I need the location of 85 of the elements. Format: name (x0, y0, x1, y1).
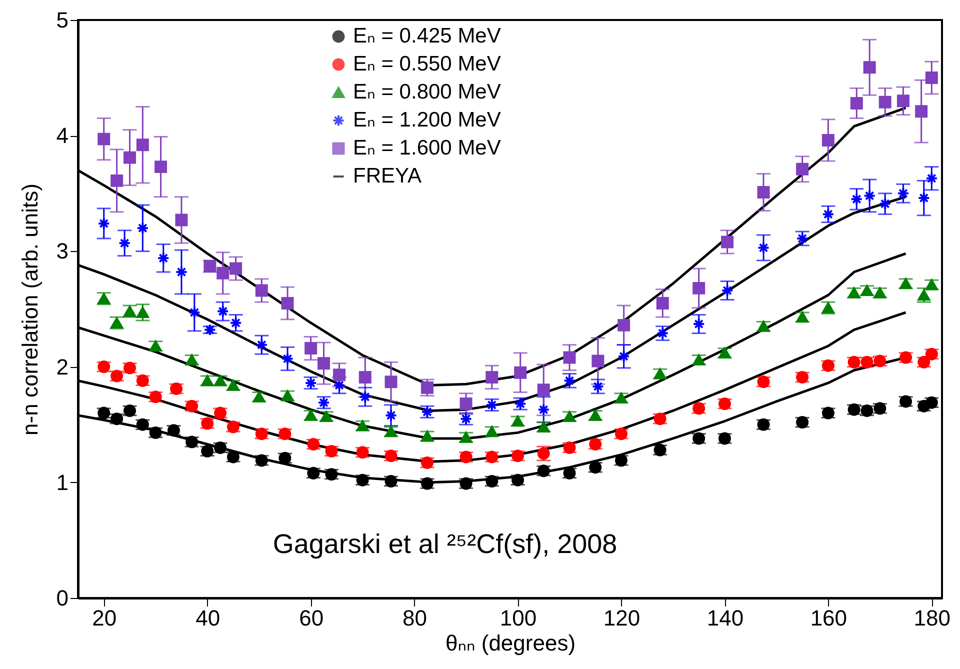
x-tick-label: 140 (706, 606, 744, 630)
legend-label: Eₙ = 1.600 MeV (353, 136, 501, 160)
x-tick-label: 60 (299, 606, 324, 630)
point (878, 96, 892, 108)
point (563, 351, 576, 364)
point (216, 266, 230, 280)
annotation: Gagarski et al ²⁵²Cf(sf), 2008 (272, 529, 618, 559)
point (281, 352, 294, 365)
x-tick-label: 20 (92, 606, 117, 630)
point (486, 370, 498, 384)
point (460, 398, 472, 410)
y-tick-label: 5 (56, 8, 68, 32)
point (118, 236, 131, 250)
point (618, 318, 630, 332)
point (918, 290, 930, 301)
point (896, 94, 910, 108)
x-axis-title: θₙₙ (degrees) (445, 630, 576, 656)
point (915, 105, 928, 118)
legend-label: FREYA (353, 164, 422, 188)
point (822, 134, 834, 146)
point (822, 208, 834, 220)
point (692, 282, 706, 294)
point (537, 403, 550, 416)
legend-label: Eₙ = 0.550 MeV (353, 52, 501, 76)
point (592, 354, 604, 368)
point (514, 366, 527, 379)
point (358, 370, 372, 384)
point (925, 72, 938, 84)
point (98, 132, 110, 146)
point (850, 96, 863, 110)
legend-label: Eₙ = 0.425 MeV (353, 24, 501, 48)
point (850, 192, 863, 206)
point (98, 217, 110, 230)
point (154, 160, 168, 174)
point (136, 222, 149, 234)
y-tick-label: 1 (56, 470, 68, 495)
point (420, 381, 434, 394)
point (692, 318, 706, 330)
point (157, 252, 170, 264)
point (123, 151, 136, 164)
point (136, 138, 149, 152)
point (281, 296, 294, 310)
point (384, 409, 398, 422)
point (896, 187, 910, 200)
point (721, 236, 734, 248)
point (230, 316, 242, 330)
x-tick-label: 100 (500, 606, 537, 630)
point (878, 198, 892, 210)
point (304, 342, 318, 355)
legend-label: Eₙ = 0.800 MeV (353, 80, 501, 104)
point (721, 284, 734, 297)
legend-label: Eₙ = 1.200 MeV (353, 108, 501, 132)
point (333, 368, 346, 382)
point (136, 306, 149, 318)
y-axis-title: n-n correlation (arb. units) (17, 184, 42, 436)
point (757, 186, 770, 198)
point (216, 305, 230, 318)
point (918, 192, 930, 204)
x-tick-label: 160 (810, 606, 848, 630)
point (796, 162, 809, 176)
point (255, 338, 268, 352)
point (358, 390, 372, 404)
point (188, 306, 201, 319)
point (255, 284, 268, 297)
point (230, 262, 242, 275)
point (175, 266, 188, 278)
x-tick-label: 180 (914, 606, 951, 630)
point (863, 61, 876, 74)
y-tick-label: 4 (56, 123, 68, 148)
point (384, 376, 398, 388)
x-tick-label: 120 (603, 606, 640, 630)
y-tick-label: 2 (56, 354, 68, 380)
point (110, 174, 124, 187)
point (656, 296, 669, 310)
point (204, 324, 216, 336)
y-tick-label: 0 (56, 586, 68, 610)
x-tick-label: 40 (196, 606, 220, 630)
point (318, 357, 330, 370)
point (175, 214, 188, 226)
point (537, 384, 550, 396)
point (757, 241, 770, 254)
point (618, 350, 630, 363)
y-tick-label: 3 (56, 238, 68, 264)
x-tick-label: 80 (402, 606, 428, 630)
point (863, 189, 876, 202)
